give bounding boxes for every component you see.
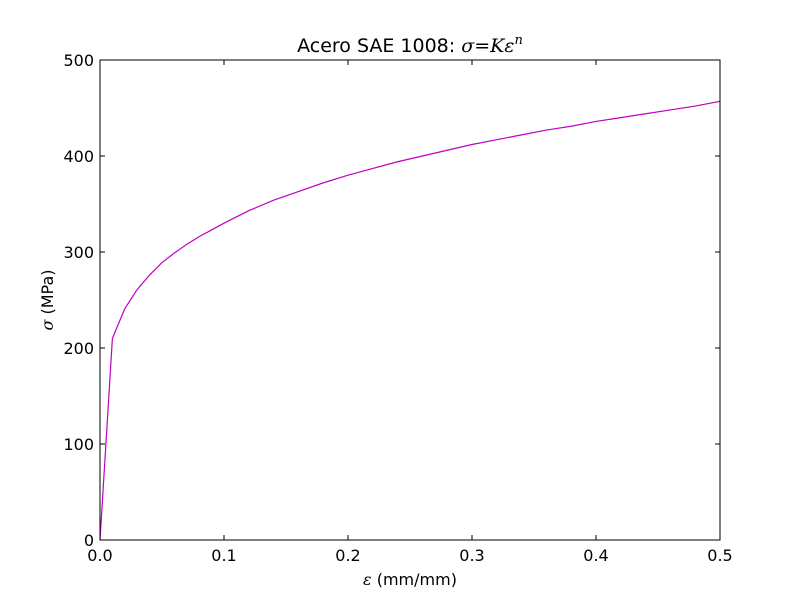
series-layer: [99, 100, 721, 541]
y-tick-label: 100: [63, 435, 94, 454]
y-axis-label: σ (MPa): [38, 269, 57, 330]
y-axis-ticks: 0 100 200 300 400 500: [63, 51, 720, 550]
x-tick-label: 0.1: [211, 546, 236, 565]
chart-title-prefix: Acero SAE 1008:: [297, 35, 461, 57]
y-tick-label: 500: [63, 51, 94, 70]
x-tick-label: 0.3: [459, 546, 484, 565]
y-tick-label: 200: [63, 339, 94, 358]
y-axis-label-symbol: σ: [38, 319, 57, 331]
chart-title: Acero SAE 1008: σ=Kεn: [297, 33, 523, 57]
chart-title-formula: σ=Kε: [461, 35, 514, 57]
plot-frame: [99, 59, 721, 541]
y-tick-label: 400: [63, 147, 94, 166]
chart-title-formula-exponent: n: [515, 33, 523, 48]
x-axis-ticks: 0.0 0.1 0.2 0.3 0.4 0.5: [87, 60, 733, 565]
x-tick-label: 0.2: [335, 546, 360, 565]
y-tick-label: 0: [84, 531, 94, 550]
x-axis-label: ε (mm/mm): [363, 570, 457, 589]
x-axis-label-symbol: ε: [363, 570, 372, 589]
y-tick-label: 300: [63, 243, 94, 262]
x-tick-label: 0.0: [87, 546, 112, 565]
x-tick-label: 0.5: [707, 546, 732, 565]
x-tick-label: 0.4: [583, 546, 608, 565]
series-line-0: [99, 100, 721, 541]
x-axis-label-unit: (mm/mm): [372, 570, 457, 589]
y-axis-label-unit: (MPa): [38, 269, 57, 319]
